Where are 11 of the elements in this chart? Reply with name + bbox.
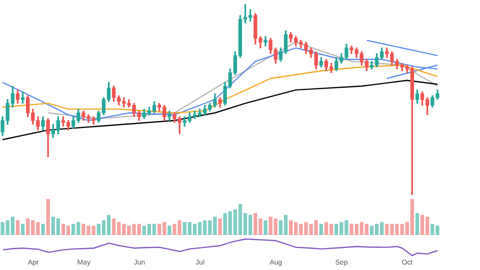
bar — [168, 226, 172, 235]
bar — [46, 199, 50, 235]
candlestick — [168, 110, 172, 121]
bar — [264, 220, 268, 235]
bar — [41, 224, 45, 235]
bar — [415, 213, 420, 235]
bar — [319, 224, 323, 235]
bar — [218, 218, 222, 235]
bar — [20, 224, 25, 235]
candlestick — [264, 36, 268, 46]
bar — [16, 220, 20, 235]
